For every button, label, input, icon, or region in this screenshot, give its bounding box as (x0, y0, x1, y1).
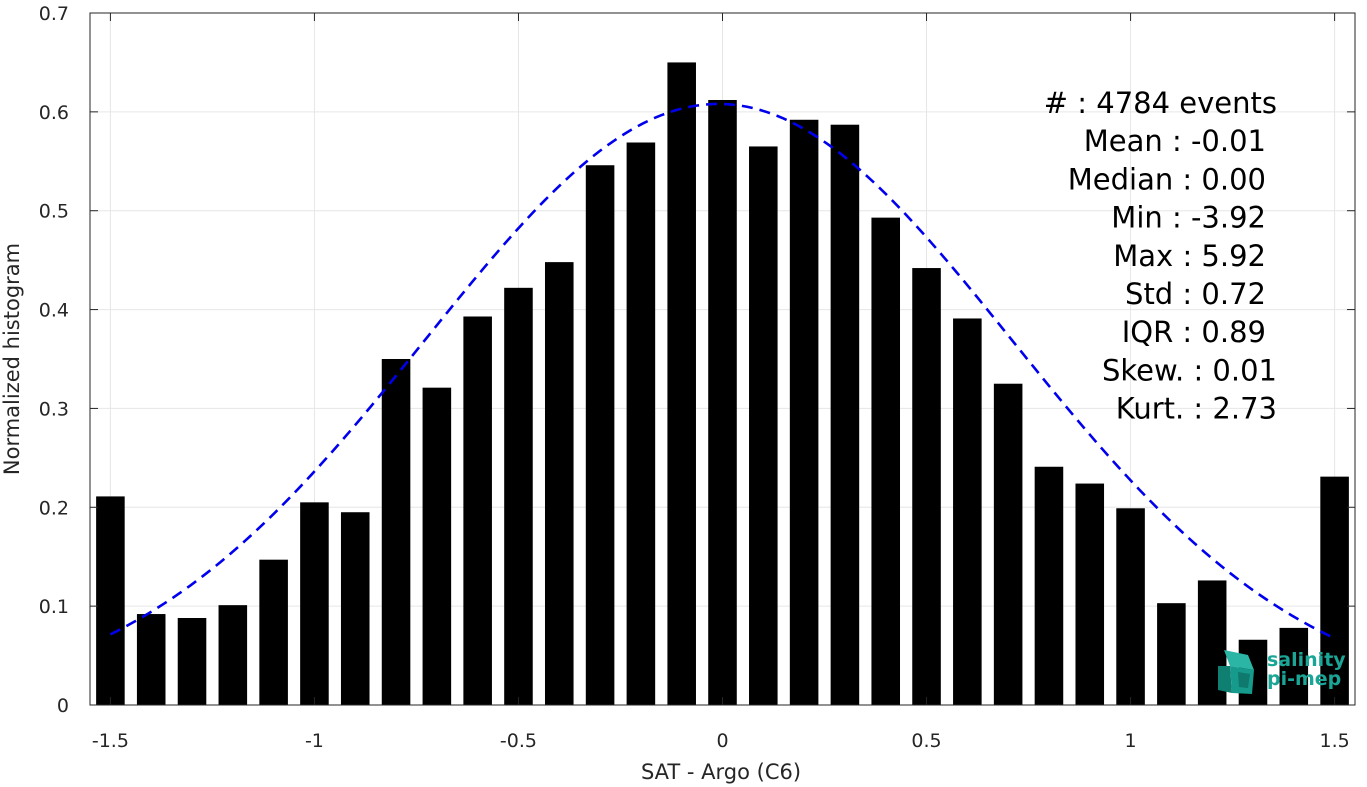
stat-line: Max : 5.92 (1113, 239, 1266, 273)
histogram-bar (708, 99, 737, 706)
y-tick-label: 0.7 (39, 3, 69, 25)
histogram-bar (667, 62, 696, 705)
y-tick-label: 0.3 (39, 398, 69, 420)
stat-line: Std : 0.72 (1125, 277, 1266, 311)
x-axis-label: SAT - Argo (C6) (641, 760, 801, 784)
stat-line: Kurt. : 2.73 (1116, 392, 1277, 426)
histogram-bar (422, 387, 452, 705)
logo-line-1: salinity (1267, 649, 1346, 671)
y-tick-label: 0.1 (39, 596, 69, 618)
histogram-bar (1279, 627, 1309, 705)
x-tick-label: 0.5 (911, 730, 941, 752)
histogram-bar (789, 119, 819, 705)
axis-ticks (90, 12, 1355, 706)
histogram-bar (1157, 603, 1186, 705)
histogram-bar (96, 496, 125, 705)
histogram-bar (259, 559, 288, 705)
histogram-bar (218, 605, 248, 705)
x-tick-label: -1.5 (92, 730, 129, 752)
stat-line: # : 4784 events (1044, 86, 1277, 120)
y-axis-label: Normalized histogram (0, 243, 24, 475)
histogram-bar (953, 318, 982, 705)
histogram-bar (871, 217, 901, 706)
y-tick-label: 0 (57, 695, 69, 717)
histogram-bar (544, 262, 574, 705)
histogram-bar (749, 146, 778, 705)
statistics-annotation: # : 4784 events Mean : -0.01 Median : 0.00… (1044, 86, 1277, 426)
y-tick-label: 0.6 (39, 102, 69, 124)
histogram-bar (830, 124, 860, 706)
x-tick-label: -1 (305, 730, 324, 752)
histogram-bar (177, 618, 207, 705)
histogram-bars (96, 62, 1349, 706)
histogram-bar (300, 502, 329, 705)
histogram-bar (1034, 466, 1064, 705)
histogram-bar (504, 287, 533, 705)
histogram-bar (585, 165, 615, 706)
x-tick-label: 1.5 (1319, 730, 1349, 752)
x-tick-labels: -1.5 -1 -0.5 0 0.5 1 1.5 (92, 730, 1350, 752)
histogram-bar (381, 359, 411, 705)
y-tick-label: 0.2 (39, 497, 69, 519)
gaussian-fit-curve (109, 102, 1336, 640)
stat-line: Min : -3.92 (1111, 201, 1266, 235)
histogram-bar (1116, 508, 1145, 705)
logo-line-2: pi-mep (1267, 668, 1341, 690)
y-tick-labels: 0 0.1 0.2 0.3 0.4 0.5 0.6 0.7 (39, 3, 69, 717)
histogram-bar (1075, 483, 1105, 705)
stat-line: Mean : -0.01 (1084, 124, 1266, 158)
x-tick-label: 1 (1125, 730, 1137, 752)
histogram-bar (340, 512, 370, 705)
stat-line: Median : 0.00 (1068, 162, 1266, 196)
salinity-pimep-logo: salinity pi-mep (1218, 649, 1346, 694)
histogram-bar (136, 614, 166, 705)
stat-line: IQR : 0.89 (1122, 315, 1266, 349)
histogram-bar (993, 383, 1023, 705)
histogram-bar (463, 316, 492, 705)
salinity-cube-icon (1218, 650, 1254, 694)
y-tick-label: 0.5 (39, 201, 69, 223)
x-tick-label: -0.5 (500, 730, 537, 752)
histogram-bar (626, 142, 656, 705)
histogram-bar (1320, 476, 1349, 705)
histogram-bar (912, 268, 941, 705)
stat-line: Skew. : 0.01 (1102, 353, 1277, 387)
x-tick-label: 0 (716, 730, 728, 752)
y-tick-label: 0.4 (39, 300, 69, 322)
